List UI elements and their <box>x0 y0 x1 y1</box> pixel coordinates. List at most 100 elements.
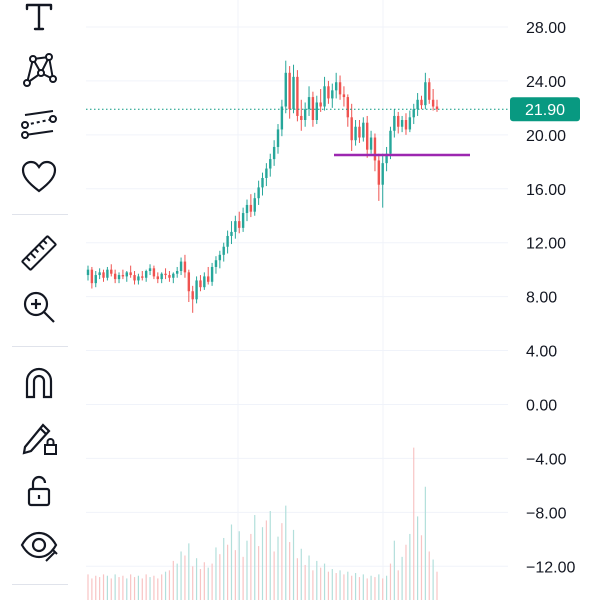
candle-body <box>234 221 237 232</box>
y-tick-label: −4.00 <box>526 451 567 468</box>
candle-body <box>117 275 121 280</box>
candle-body <box>249 204 253 212</box>
candle-body <box>218 254 222 261</box>
candle-body <box>428 82 431 100</box>
candle-body <box>203 276 206 288</box>
candle-body <box>288 72 291 110</box>
y-tick-label: −12.00 <box>526 559 575 576</box>
last-price-label: 21.90 <box>525 102 565 119</box>
lock-drawing-icon <box>22 423 57 455</box>
y-tick-label: −8.00 <box>526 505 567 522</box>
candle-body <box>362 122 365 138</box>
candle-body <box>272 146 276 160</box>
candle-body <box>319 102 322 107</box>
candle-body <box>230 231 233 236</box>
eye-icon <box>20 531 58 562</box>
candle-body <box>183 261 187 273</box>
zoom-in-icon <box>23 291 55 323</box>
candle-body <box>397 115 400 127</box>
price-axis: 28.00 24.00 20.00 16.00 12.00 8.00 4.00 0.00 −4.… <box>510 20 580 576</box>
candle-body <box>226 235 229 247</box>
candle-body <box>424 82 427 106</box>
chart-overlays <box>86 108 508 157</box>
candle-body <box>315 102 318 120</box>
pattern-tool-icon <box>23 53 57 87</box>
candle-body <box>207 276 210 282</box>
candle-body <box>172 273 175 278</box>
candle-body <box>327 86 330 99</box>
candle-body <box>195 280 198 300</box>
pattern-tool-button[interactable] <box>14 44 64 94</box>
candle-body <box>292 76 295 110</box>
candle-body <box>129 272 132 276</box>
candle-body <box>416 99 419 110</box>
candle-body <box>94 275 97 284</box>
candle-body <box>156 276 160 280</box>
candle-body <box>113 273 117 280</box>
ruler-button[interactable] <box>14 228 64 278</box>
candle-body <box>86 269 90 276</box>
candle-body <box>342 94 346 98</box>
toolbar-separator <box>12 584 68 585</box>
text-tool-button[interactable] <box>14 0 64 40</box>
candle-body <box>358 126 361 138</box>
volume-bars <box>87 447 438 600</box>
favorites-button[interactable] <box>14 152 64 202</box>
candle-body <box>265 168 268 178</box>
candle-body <box>311 97 315 120</box>
zoom-in-button[interactable] <box>14 282 64 332</box>
candle-body <box>404 120 408 130</box>
candle-body <box>373 137 377 161</box>
candle-body <box>307 97 311 110</box>
candle-body <box>238 221 241 228</box>
candle-body <box>222 246 225 255</box>
candle-body <box>210 266 214 282</box>
candle-body <box>276 129 280 147</box>
y-tick-label: 0.00 <box>526 397 557 414</box>
candle-body <box>175 271 179 274</box>
candle-body <box>393 115 396 131</box>
text-tool-icon <box>25 3 53 31</box>
candle-body <box>331 90 334 99</box>
magnet-button[interactable] <box>14 358 64 408</box>
indicator-tool-button[interactable] <box>14 98 64 148</box>
y-tick-label: 20.00 <box>526 128 566 145</box>
candle-body <box>334 82 338 91</box>
candle-body <box>269 159 272 169</box>
ruler-icon <box>21 235 57 271</box>
candle-body <box>106 269 109 278</box>
candles <box>86 60 439 313</box>
indicator-tool-icon <box>21 110 57 139</box>
candle-body <box>257 187 260 199</box>
candle-body <box>214 260 218 267</box>
eye-button[interactable] <box>14 520 64 570</box>
candle-body <box>300 115 303 120</box>
candle-body <box>385 153 388 164</box>
unlock-button[interactable] <box>14 466 64 516</box>
candle-body <box>191 291 194 300</box>
candle-body <box>148 268 152 272</box>
y-tick-label: 4.00 <box>526 344 557 361</box>
candle-body <box>381 163 384 185</box>
chart-grid <box>86 0 508 600</box>
candle-body <box>354 126 357 141</box>
candle-body <box>253 198 256 212</box>
candle-body <box>133 275 136 281</box>
candle-body <box>137 276 140 281</box>
candle-body <box>125 272 128 277</box>
candle-body <box>110 269 113 274</box>
magnet-icon <box>25 367 53 399</box>
candle-body <box>261 177 264 188</box>
y-tick-label: 12.00 <box>526 236 566 253</box>
candle-body <box>346 97 350 118</box>
y-tick-label: 24.00 <box>526 74 566 91</box>
candle-body <box>400 120 404 127</box>
candle-body <box>338 82 342 95</box>
candle-body <box>412 109 415 118</box>
candle-body <box>369 137 373 150</box>
candle-body <box>365 122 369 150</box>
lock-drawing-button[interactable] <box>14 412 64 462</box>
candle-body <box>144 271 148 278</box>
last-price-tag <box>510 97 580 122</box>
